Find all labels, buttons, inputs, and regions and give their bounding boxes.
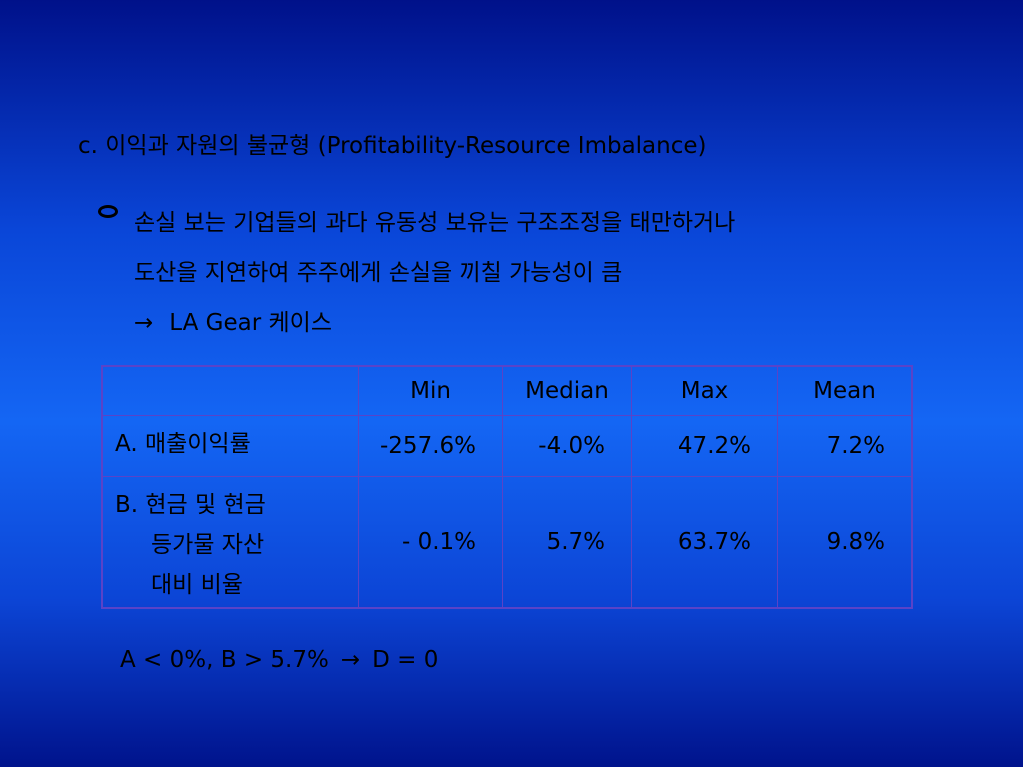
footer-condition: A < 0%, B > 5.7% (120, 647, 329, 673)
row-label-line-2: 등가물 자산 (151, 532, 265, 558)
row-label: A. 매출이익률 (101, 415, 359, 477)
header-cell-empty (101, 365, 359, 416)
cell-min: -257.6% (358, 415, 503, 477)
slide-heading: c. 이익과 자원의 불균형 (Profitability-Resource I… (78, 133, 707, 159)
header-cell-min: Min (358, 365, 503, 416)
header-cell-max: Max (631, 365, 778, 416)
bullet-circle-icon (98, 205, 118, 218)
bullet-text-line-1: 손실 보는 기업들의 과다 유동성 보유는 구조조정을 태만하거나 (134, 210, 736, 236)
bullet-text-line-2: 도산을 지연하여 주주에게 손실을 끼칠 가능성이 큼 (134, 260, 623, 286)
metrics-table: Min Median Max Mean A. 매출이익률 -257.6% -4.… (101, 365, 913, 609)
row-label-line-3: 대비 비율 (151, 572, 243, 598)
row-label-line-1: B. 현금 및 현금 (115, 492, 266, 518)
footer-result: D = 0 (372, 647, 439, 673)
right-arrow-icon: → (340, 647, 361, 673)
row-label: B. 현금 및 현금 등가물 자산 대비 비율 (101, 476, 359, 609)
right-arrow-icon: → (134, 310, 154, 336)
cell-mean: 7.2% (777, 415, 913, 477)
table-header-row: Min Median Max Mean (101, 365, 913, 416)
cell-max: 47.2% (631, 415, 778, 477)
cell-mean: 9.8% (777, 476, 913, 609)
case-text: LA Gear 케이스 (169, 310, 332, 336)
case-line: → LA Gear 케이스 (134, 303, 332, 337)
table-row: B. 현금 및 현금 등가물 자산 대비 비율 - 0.1% 5.7% 63.7… (101, 476, 913, 609)
cell-max: 63.7% (631, 476, 778, 609)
header-cell-median: Median (502, 365, 632, 416)
cell-median: 5.7% (502, 476, 632, 609)
cell-min: - 0.1% (358, 476, 503, 609)
header-cell-mean: Mean (777, 365, 913, 416)
cell-median: -4.0% (502, 415, 632, 477)
table-row: A. 매출이익률 -257.6% -4.0% 47.2% 7.2% (101, 415, 913, 477)
footer-rule: A < 0%, B > 5.7% → D = 0 (120, 647, 438, 673)
